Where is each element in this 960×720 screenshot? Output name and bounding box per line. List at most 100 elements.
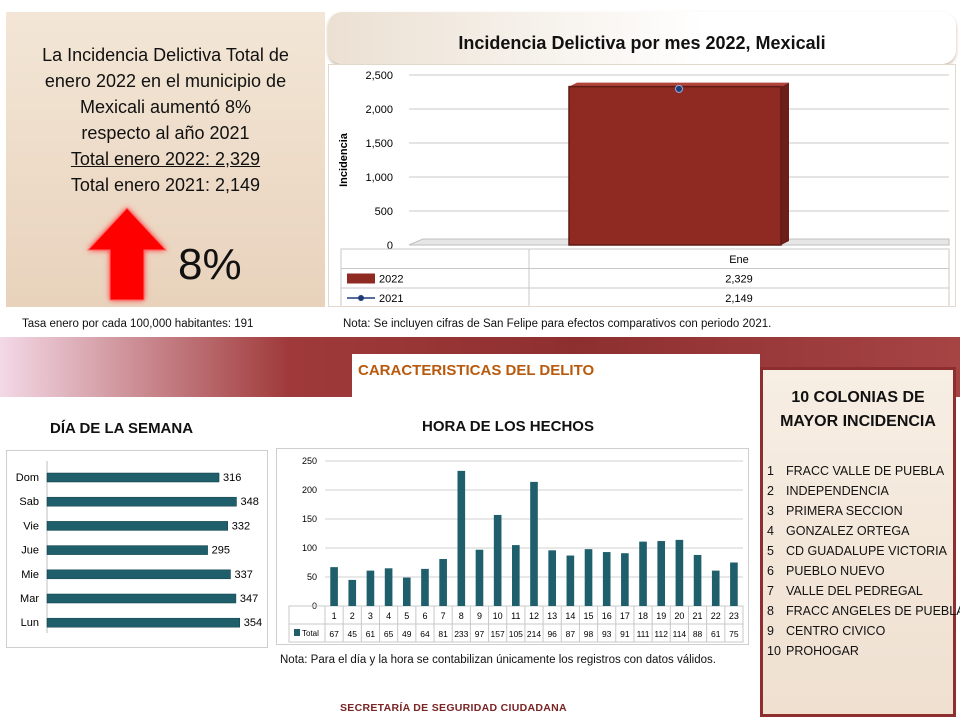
hour-value-label: 91 [620, 629, 630, 639]
total-2022: Total enero 2022: 2,329 [70, 149, 261, 169]
dow-category-label: Mar [20, 593, 39, 605]
hour-bar [402, 577, 411, 606]
dow-value-label: 347 [240, 593, 258, 605]
hour-category-label: 17 [620, 611, 630, 621]
y-tick-label: 2,000 [365, 104, 393, 116]
colonia-rank: 7 [767, 584, 774, 598]
hour-value-label: 105 [509, 629, 523, 639]
summary-text: La Incidencia Delictiva Total de enero 2… [6, 42, 325, 198]
colonia-rank: 8 [767, 604, 774, 618]
hour-bar [584, 549, 593, 606]
colonia-rank: 4 [767, 524, 774, 538]
hour-bar [530, 481, 538, 606]
hour-category-label: 21 [693, 611, 703, 621]
colonia-item: 3 PRIMERA SECCION [767, 504, 903, 518]
section-title-box [352, 354, 760, 398]
hour-legend-swatch [294, 629, 300, 636]
hour-value-label: 45 [348, 629, 358, 639]
hour-value-label: 87 [566, 629, 576, 639]
colonia-name: CENTRO CIVICO [786, 624, 886, 638]
dow-value-label: 332 [232, 520, 250, 532]
hour-bar [439, 559, 447, 606]
colonia-name: INDEPENDENCIA [786, 484, 889, 498]
dow-chart: Dom 316 Sab 348 Vie 332 Jue 295 Mie 337 Mar 347 Lun 3… [16, 461, 262, 633]
dow-bar [46, 472, 220, 483]
colonia-name: CD GUADALUPE VICTORIA [786, 544, 947, 558]
hour-category-label: 7 [441, 611, 446, 621]
hour-value-label: 65 [384, 629, 394, 639]
dow-category-label: Jue [21, 545, 39, 557]
summary-line-1: La Incidencia Delictiva Total de [42, 45, 289, 65]
hour-bar [421, 568, 429, 606]
hour-y-tick: 250 [302, 456, 317, 466]
dow-category-label: Sab [19, 496, 39, 508]
hour-legend-label: Total [302, 629, 319, 638]
dow-bar [46, 569, 231, 580]
hour-y-tick: 50 [307, 572, 317, 582]
colonias-panel: 10 COLONIAS DE MAYOR INCIDENCIA 1 FRACC V… [760, 367, 960, 717]
colonia-item: 1 FRACC VALLE DE PUEBLA [767, 464, 944, 478]
colonia-rank: 10 [767, 644, 781, 658]
colonia-name: VALLE DEL PEDREGAL [786, 584, 923, 598]
hour-bar [548, 550, 556, 606]
hour-category-label: 5 [404, 611, 409, 621]
colonia-rank: 3 [767, 504, 774, 518]
hour-bar [693, 554, 702, 606]
hour-y-tick: 100 [302, 543, 317, 553]
hour-category-label: 18 [638, 611, 648, 621]
hour-bar [512, 545, 520, 606]
hour-category-label: 14 [565, 611, 575, 621]
hour-bar [730, 562, 738, 606]
hour-category-label: 15 [584, 611, 594, 621]
hour-y-tick: 200 [302, 485, 317, 495]
total-2021: Total enero 2021: 2,149 [70, 175, 261, 195]
hour-category-label: 9 [477, 611, 482, 621]
tasa-text: Tasa enero por cada 100,000 habitantes: … [22, 318, 254, 330]
hour-category-label: 2 [350, 611, 355, 621]
hour-bar [602, 552, 611, 606]
hour-value-label: 67 [329, 629, 339, 639]
dow-value-label: 295 [212, 545, 230, 557]
hour-value-label: 233 [454, 629, 468, 639]
hour-y-tick: 150 [302, 514, 317, 524]
monthly-note: Nota: Se incluyen cifras de San Felipe p… [343, 318, 772, 330]
hour-bar [366, 570, 375, 606]
hour-chart: 050100150200250Total16724536146554966478… [288, 456, 744, 643]
hour-value-label: 61 [711, 629, 721, 639]
summary-line-2: enero 2022 en el municipio de [44, 71, 287, 91]
category-label: Ene [729, 254, 749, 266]
hour-bar [621, 553, 629, 606]
hour-value-label: 214 [527, 629, 541, 639]
hour-bar [711, 570, 720, 606]
dow-chart-panel: Dom 316 Sab 348 Vie 332 Jue 295 Mie 337 Mar 347 Lun 3… [6, 450, 268, 648]
hour-bar [384, 568, 393, 606]
colonias-title: 10 COLONIAS DE MAYOR INCIDENCIA [780, 389, 936, 430]
hour-value-label: 112 [654, 629, 668, 639]
legend-2021: 2021 [379, 293, 403, 305]
dow-category-label: Lun [21, 617, 39, 629]
hour-category-label: 11 [511, 611, 520, 621]
colonia-rank: 6 [767, 564, 774, 578]
hour-category-label: 10 [493, 611, 503, 621]
dow-value-label: 348 [240, 496, 258, 508]
dow-bar [46, 593, 237, 604]
dow-bar [46, 617, 240, 628]
hour-value-label: 88 [693, 629, 703, 639]
percent-change: 8% [178, 240, 242, 289]
dow-value-label: 337 [234, 569, 252, 581]
hour-value-label: 98 [584, 629, 594, 639]
hour-value-label: 75 [729, 629, 739, 639]
y-tick-label: 1,000 [365, 172, 393, 184]
legend-2022: 2022 [379, 274, 403, 286]
summary-line-3: Mexicali aumentó 8% [79, 97, 252, 117]
hour-bar [675, 539, 684, 606]
y-axis-label: Incidencia [338, 132, 350, 187]
month-chart-title: Incidencia Delictiva por mes 2022, Mexic… [458, 33, 826, 53]
hour-value-label: 61 [366, 629, 376, 639]
hour-bar [639, 541, 647, 606]
dow-value-label: 354 [244, 617, 262, 629]
hour-category-label: 23 [729, 611, 739, 621]
summary-panel: La Incidencia Delictiva Total de enero 2… [6, 12, 325, 307]
y-tick-label: 1,500 [365, 138, 393, 150]
dow-bar [46, 521, 229, 531]
